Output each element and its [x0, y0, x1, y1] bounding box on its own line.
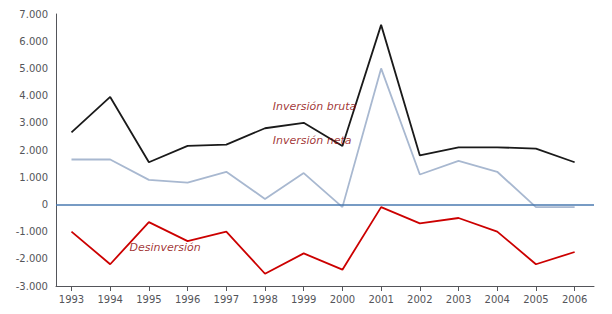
svg-text:2005: 2005	[523, 294, 548, 305]
svg-text:-2.000: -2.000	[16, 253, 48, 264]
svg-text:5.000: 5.000	[19, 63, 48, 74]
svg-text:3.000: 3.000	[19, 117, 48, 128]
svg-text:-1.000: -1.000	[16, 226, 48, 237]
svg-text:Inversión neta: Inversión neta	[273, 134, 352, 147]
svg-text:1998: 1998	[252, 294, 277, 305]
svg-text:1993: 1993	[59, 294, 84, 305]
svg-text:1999: 1999	[291, 294, 316, 305]
svg-text:0: 0	[42, 199, 48, 210]
svg-text:1994: 1994	[97, 294, 122, 305]
svg-text:1996: 1996	[175, 294, 200, 305]
svg-text:6.000: 6.000	[19, 36, 48, 47]
svg-text:2000: 2000	[330, 294, 355, 305]
svg-text:7.000: 7.000	[19, 9, 48, 20]
svg-text:-3.000: -3.000	[16, 281, 48, 292]
svg-text:2006: 2006	[562, 294, 587, 305]
svg-text:Inversión bruta: Inversión bruta	[273, 100, 357, 113]
svg-text:2004: 2004	[485, 294, 510, 305]
svg-text:2003: 2003	[446, 294, 471, 305]
svg-text:Desinversión: Desinversión	[130, 241, 201, 254]
svg-text:4.000: 4.000	[19, 90, 48, 101]
svg-text:1995: 1995	[136, 294, 161, 305]
svg-text:2002: 2002	[407, 294, 432, 305]
svg-text:1997: 1997	[214, 294, 239, 305]
svg-text:2.000: 2.000	[19, 145, 48, 156]
svg-text:2001: 2001	[368, 294, 393, 305]
svg-text:1.000: 1.000	[19, 172, 48, 183]
